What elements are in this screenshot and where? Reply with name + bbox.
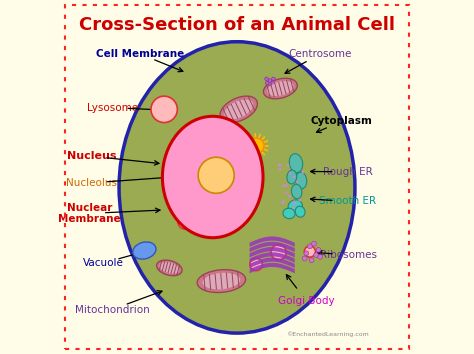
Text: Rough ER: Rough ER: [323, 167, 373, 177]
Circle shape: [151, 96, 177, 122]
Ellipse shape: [288, 200, 302, 213]
Text: Nucleus: Nucleus: [66, 151, 116, 161]
Circle shape: [318, 255, 323, 259]
Circle shape: [265, 81, 269, 85]
Ellipse shape: [296, 172, 307, 189]
Circle shape: [183, 131, 200, 147]
Circle shape: [308, 244, 312, 249]
Circle shape: [271, 81, 274, 85]
Ellipse shape: [287, 170, 297, 184]
Ellipse shape: [224, 99, 253, 119]
Text: Nucleolus: Nucleolus: [66, 178, 117, 188]
Text: Nuclear
Membrane: Nuclear Membrane: [58, 202, 121, 224]
Circle shape: [304, 251, 309, 256]
Circle shape: [287, 164, 290, 167]
Circle shape: [279, 164, 282, 167]
Circle shape: [298, 199, 301, 201]
Circle shape: [311, 241, 317, 246]
Text: Cell Membrane: Cell Membrane: [96, 49, 184, 59]
Circle shape: [285, 192, 287, 194]
Ellipse shape: [156, 260, 182, 276]
Text: Smooth ER: Smooth ER: [319, 196, 376, 206]
Circle shape: [292, 206, 295, 209]
Ellipse shape: [267, 81, 293, 96]
Circle shape: [198, 157, 234, 193]
Circle shape: [268, 82, 272, 86]
Circle shape: [281, 201, 284, 204]
Text: Mitochondrion: Mitochondrion: [75, 304, 149, 314]
Circle shape: [289, 172, 292, 175]
Circle shape: [316, 247, 321, 252]
Text: Golgi Body: Golgi Body: [278, 296, 335, 306]
Ellipse shape: [163, 116, 263, 238]
Circle shape: [314, 253, 319, 257]
Circle shape: [279, 168, 282, 171]
Ellipse shape: [220, 96, 257, 122]
Circle shape: [283, 184, 285, 187]
Ellipse shape: [289, 154, 303, 173]
Ellipse shape: [119, 42, 355, 333]
Text: Cytoplasm: Cytoplasm: [310, 116, 372, 126]
Ellipse shape: [159, 262, 179, 274]
Circle shape: [282, 200, 284, 203]
Circle shape: [285, 184, 288, 187]
Circle shape: [178, 215, 192, 229]
Circle shape: [288, 195, 291, 198]
Text: ©EnchantedLearning.com: ©EnchantedLearning.com: [286, 331, 369, 337]
Circle shape: [272, 77, 275, 81]
Circle shape: [296, 181, 299, 183]
Circle shape: [301, 171, 304, 173]
Ellipse shape: [264, 78, 297, 99]
Circle shape: [250, 258, 262, 271]
Circle shape: [292, 176, 295, 178]
Ellipse shape: [133, 242, 156, 259]
Ellipse shape: [205, 129, 224, 144]
Circle shape: [249, 138, 264, 153]
Text: Centrosome: Centrosome: [289, 49, 352, 59]
Circle shape: [309, 258, 314, 263]
Circle shape: [271, 245, 286, 260]
Circle shape: [186, 194, 201, 209]
Text: Ribosomes: Ribosomes: [319, 250, 376, 260]
Text: Cross-Section of an Animal Cell: Cross-Section of an Animal Cell: [79, 16, 395, 34]
Ellipse shape: [292, 184, 302, 199]
Text: Lysosome: Lysosome: [87, 103, 137, 113]
Ellipse shape: [283, 208, 295, 219]
Circle shape: [268, 79, 272, 82]
Ellipse shape: [295, 206, 305, 217]
Circle shape: [302, 256, 307, 261]
Text: Vacuole: Vacuole: [83, 258, 124, 268]
Circle shape: [278, 163, 281, 166]
Circle shape: [292, 201, 295, 203]
Circle shape: [304, 246, 315, 257]
Circle shape: [293, 202, 295, 205]
Circle shape: [265, 77, 268, 81]
Ellipse shape: [202, 273, 240, 289]
Ellipse shape: [197, 270, 246, 292]
